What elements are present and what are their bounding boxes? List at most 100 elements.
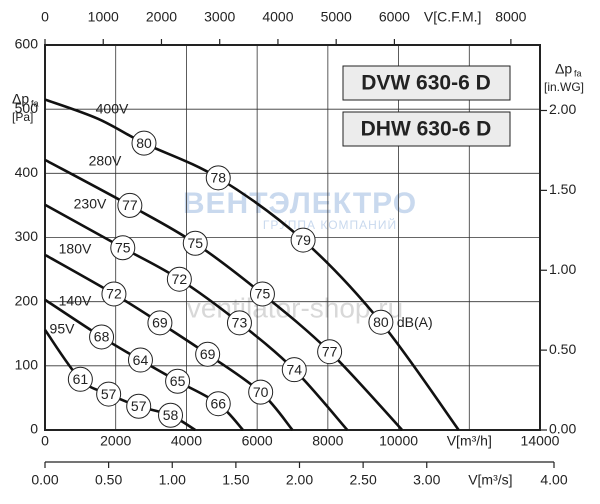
y2-tick-label: 0.50 bbox=[549, 341, 576, 357]
x2-tick-label: 0.00 bbox=[31, 472, 58, 488]
db-label: 66 bbox=[210, 395, 226, 411]
db-marker bbox=[165, 368, 191, 394]
series-label: 230V bbox=[74, 196, 107, 212]
y2-axis-unit: [in.WG] bbox=[544, 80, 584, 94]
db-marker bbox=[317, 339, 343, 365]
chart-title: DVW 630-6 D bbox=[361, 72, 491, 95]
db-marker bbox=[249, 281, 275, 307]
db-marker bbox=[147, 310, 173, 336]
x3-tick-label: 0 bbox=[41, 9, 49, 25]
plot: 0 100 200 300 400 500 600 0.00 0.50 1.00 1.50 2.00 0… bbox=[15, 9, 577, 488]
db-label: 69 bbox=[200, 346, 216, 362]
x2-tick-label: 1.50 bbox=[222, 472, 249, 488]
x-tick-label: 4000 bbox=[171, 433, 202, 449]
y2-tick-label: 1.00 bbox=[549, 261, 576, 277]
db-label: 57 bbox=[131, 398, 147, 414]
y2-axis-label: Δp bbox=[555, 61, 572, 77]
db-label: 75 bbox=[255, 286, 271, 302]
x2-axis-label: V[m³/s] bbox=[468, 472, 512, 488]
db-marker bbox=[182, 230, 208, 256]
title-box bbox=[342, 65, 511, 101]
db-marker bbox=[117, 192, 143, 218]
y-tick-label: 0 bbox=[30, 421, 38, 437]
x3-tick-label: 3000 bbox=[204, 9, 235, 25]
db-label: 78 bbox=[210, 170, 226, 186]
series-label: 140V bbox=[59, 293, 92, 309]
series-label: 95V bbox=[50, 321, 76, 337]
db-label: 77 bbox=[322, 343, 338, 359]
x2-tick-label: 0.50 bbox=[95, 472, 122, 488]
db-label: 74 bbox=[286, 361, 302, 377]
db-label: 75 bbox=[187, 235, 203, 251]
series-label: 280V bbox=[89, 153, 122, 169]
x3-tick-label: 4000 bbox=[262, 9, 293, 25]
db-label: 80 bbox=[136, 135, 152, 151]
x-tick-label: 8000 bbox=[312, 433, 343, 449]
db-label: 58 bbox=[163, 407, 179, 423]
db-marker bbox=[195, 341, 221, 367]
db-unit: dB(A) bbox=[397, 314, 433, 330]
x2-tick-label: 3.00 bbox=[413, 472, 440, 488]
x2-tick-label: 1.00 bbox=[159, 472, 186, 488]
chart-title: DHW 630-6 D bbox=[361, 118, 492, 141]
x3-axis-label: V[C.F.M.] bbox=[424, 9, 482, 25]
x3-tick-label: 6000 bbox=[379, 9, 410, 25]
db-label: 57 bbox=[101, 386, 117, 402]
x-tick-label: 10000 bbox=[379, 433, 418, 449]
y-axis-label: Δp bbox=[12, 91, 29, 107]
db-label: 73 bbox=[232, 315, 248, 331]
db-label: 68 bbox=[94, 329, 110, 345]
db-label: 72 bbox=[106, 286, 122, 302]
x2-tick-label: 4.00 bbox=[540, 472, 567, 488]
title-box bbox=[342, 111, 511, 147]
db-label: 80 bbox=[373, 314, 389, 330]
db-marker bbox=[127, 347, 153, 373]
y-tick-label: 200 bbox=[15, 292, 39, 308]
x2-tick-label: 2.00 bbox=[286, 472, 313, 488]
db-label: 69 bbox=[152, 315, 168, 331]
watermark: ГРУППА КОМПАНИЙ bbox=[263, 217, 397, 232]
db-label: 75 bbox=[115, 239, 131, 255]
db-label: 72 bbox=[172, 271, 188, 287]
y-tick-label: 600 bbox=[15, 36, 39, 52]
series-label: 400V bbox=[96, 101, 129, 117]
db-marker bbox=[96, 381, 122, 407]
x-tick-label: 0 bbox=[41, 433, 49, 449]
db-marker bbox=[368, 309, 394, 335]
watermark: ventilator-shop.ru bbox=[187, 292, 403, 323]
db-marker bbox=[166, 266, 192, 292]
db-marker bbox=[110, 235, 136, 261]
y-tick-label: 100 bbox=[15, 357, 39, 373]
y2-tick-label: 0.00 bbox=[549, 421, 576, 437]
db-marker bbox=[101, 281, 127, 307]
y-axis-label-sub: fa bbox=[31, 98, 39, 108]
db-label: 70 bbox=[253, 384, 269, 400]
db-label: 79 bbox=[295, 232, 311, 248]
y2-tick-label: 1.50 bbox=[549, 181, 576, 197]
watermark: ВЕНТЭЛЕКТРО bbox=[183, 187, 417, 220]
x-tick-label: 6000 bbox=[242, 433, 273, 449]
db-marker bbox=[126, 393, 152, 419]
db-label: 64 bbox=[133, 352, 149, 368]
db-marker bbox=[248, 379, 274, 405]
db-marker bbox=[281, 357, 307, 383]
db-marker bbox=[226, 310, 252, 336]
y-tick-label: 300 bbox=[15, 228, 39, 244]
db-marker bbox=[158, 402, 184, 428]
db-marker bbox=[205, 165, 231, 191]
db-marker bbox=[89, 324, 115, 350]
y2-axis-label-sub: fa bbox=[574, 68, 582, 78]
x3-tick-label: 8000 bbox=[495, 9, 526, 25]
y-tick-label: 500 bbox=[15, 100, 39, 116]
db-marker bbox=[131, 130, 157, 156]
x-tick-label: 14000 bbox=[521, 433, 560, 449]
x-tick-label: 2000 bbox=[100, 433, 131, 449]
y2-tick-label: 2.00 bbox=[549, 101, 576, 117]
db-marker bbox=[67, 366, 93, 392]
db-label: 65 bbox=[170, 373, 186, 389]
db-marker bbox=[290, 227, 316, 253]
db-label: 77 bbox=[122, 197, 138, 213]
x3-tick-label: 2000 bbox=[146, 9, 177, 25]
x3-tick-label: 1000 bbox=[88, 9, 119, 25]
